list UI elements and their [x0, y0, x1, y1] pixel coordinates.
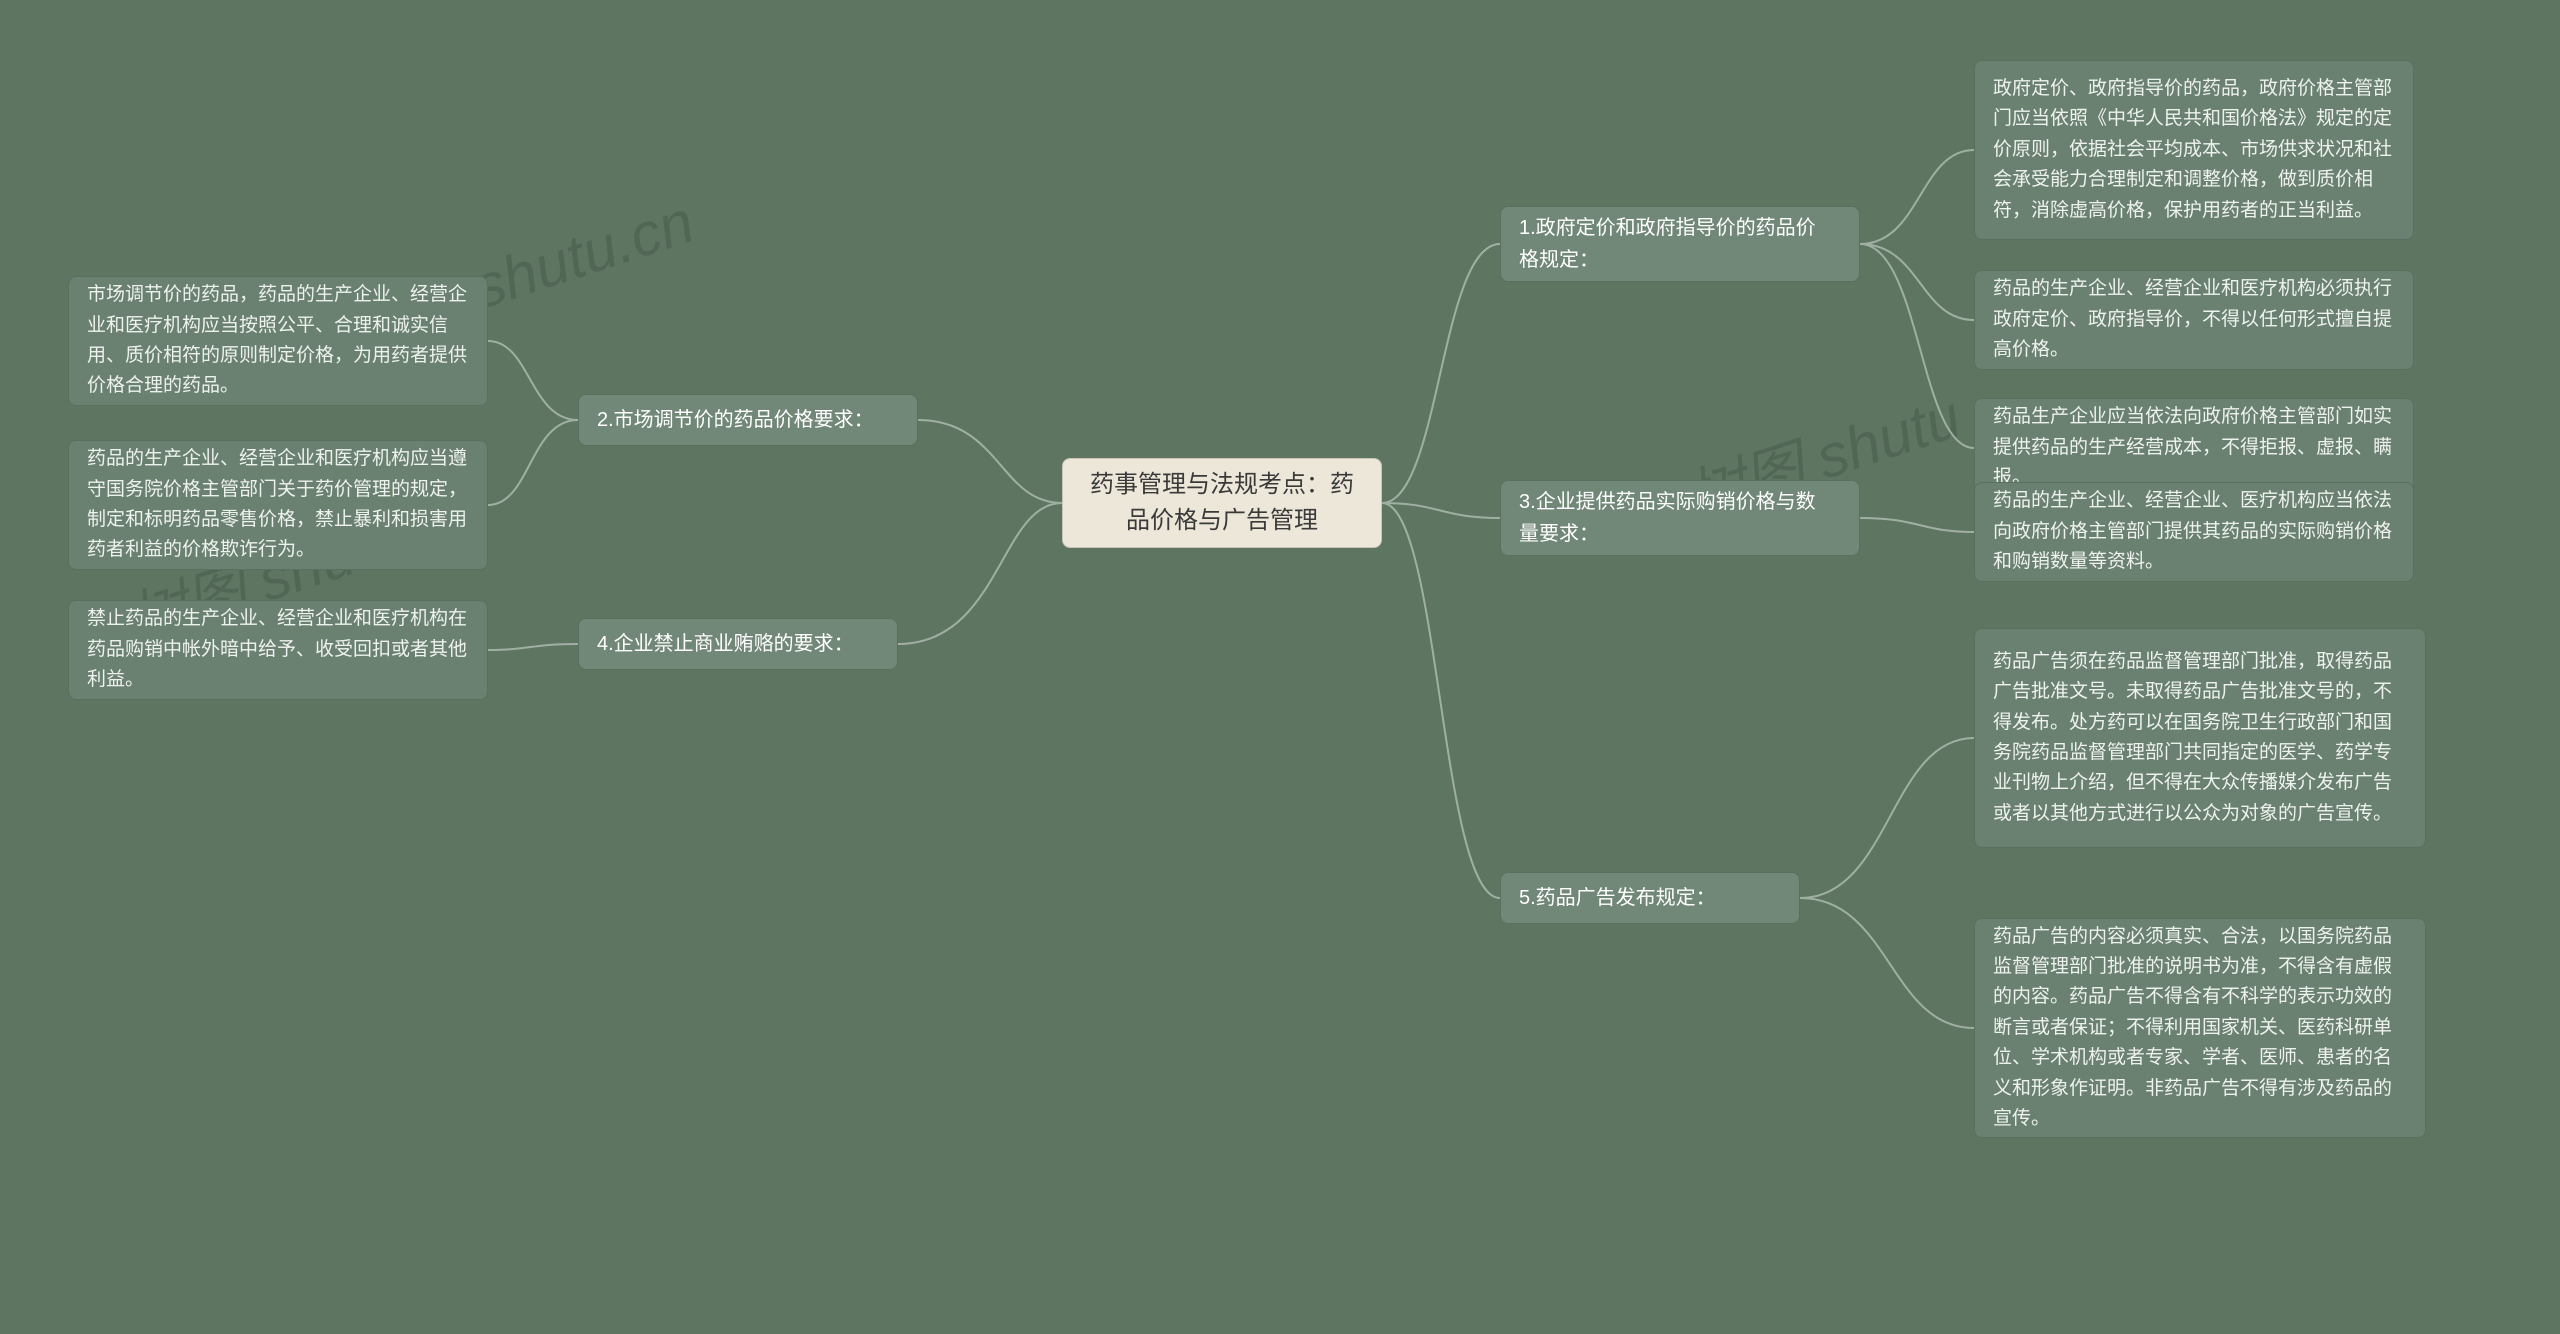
leaf-node[interactable]: 药品的生产企业、经营企业和医疗机构应当遵守国务院价格主管部门关于药价管理的规定，…: [68, 440, 488, 570]
leaf-node[interactable]: 药品广告须在药品监督管理部门批准，取得药品广告批准文号。未取得药品广告批准文号的…: [1974, 628, 2426, 848]
mindmap-canvas: shutu.cn 树图 shutu.cn 树图 shutu 药事管理与法规考点：…: [0, 0, 2560, 1334]
branch-node-3[interactable]: 3.企业提供药品实际购销价格与数 量要求：: [1500, 480, 1860, 556]
leaf-node[interactable]: 药品广告的内容必须真实、合法，以国务院药品监督管理部门批准的说明书为准，不得含有…: [1974, 918, 2426, 1138]
leaf-node[interactable]: 药品的生产企业、经营企业和医疗机构必须执行政府定价、政府指导价，不得以任何形式擅…: [1974, 270, 2414, 370]
watermark: shutu.cn: [465, 187, 702, 323]
leaf-node[interactable]: 市场调节价的药品，药品的生产企业、经营企业和医疗机构应当按照公平、合理和诚实信用…: [68, 276, 488, 406]
branch-node-4[interactable]: 4.企业禁止商业贿赂的要求：: [578, 618, 898, 670]
branch-node-1[interactable]: 1.政府定价和政府指导价的药品价 格规定：: [1500, 206, 1860, 282]
root-node[interactable]: 药事管理与法规考点：药 品价格与广告管理: [1062, 458, 1382, 548]
leaf-node[interactable]: 禁止药品的生产企业、经营企业和医疗机构在药品购销中帐外暗中给予、收受回扣或者其他…: [68, 600, 488, 700]
branch-node-2[interactable]: 2.市场调节价的药品价格要求：: [578, 394, 918, 446]
leaf-node[interactable]: 药品的生产企业、经营企业、医疗机构应当依法向政府价格主管部门提供其药品的实际购销…: [1974, 482, 2414, 582]
branch-node-5[interactable]: 5.药品广告发布规定：: [1500, 872, 1800, 924]
leaf-node[interactable]: 政府定价、政府指导价的药品，政府价格主管部门应当依照《中华人民共和国价格法》规定…: [1974, 60, 2414, 240]
